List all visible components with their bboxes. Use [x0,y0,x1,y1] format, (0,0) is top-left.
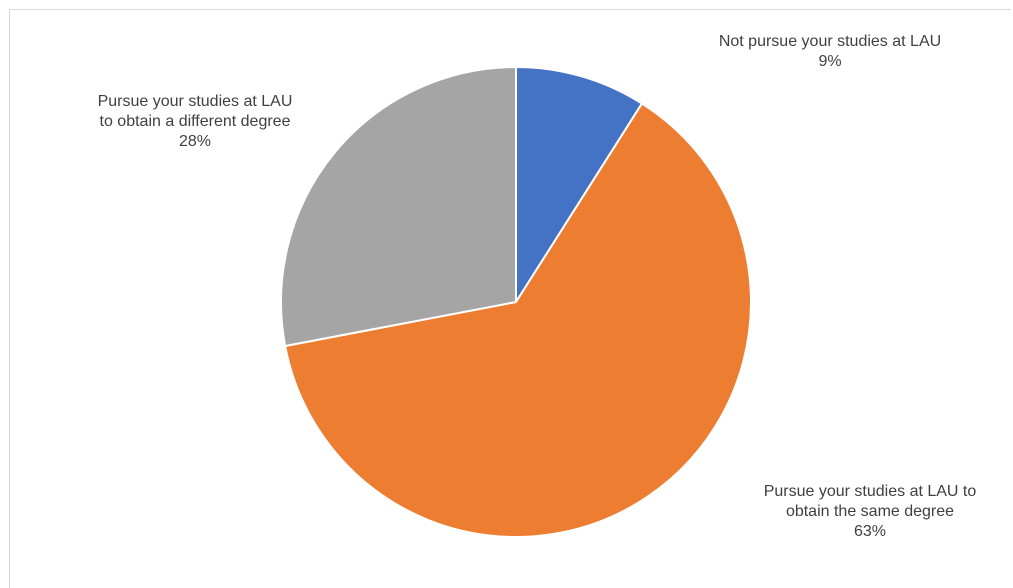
slice-label-not-pursue: Not pursue your studies at LAU 9% [700,32,960,72]
slice-label-same-degree: Pursue your studies at LAU to obtain the… [740,482,1000,542]
slice-label-different-degree: Pursue your studies at LAU to obtain a d… [60,92,330,152]
pie-slice-different-degree [280,66,517,348]
slice-label-line: Not pursue your studies at LAU [718,33,942,50]
pie-slice-same-degree [284,102,752,538]
slice-value-label: 28% [178,133,212,150]
slice-label-line: to obtain a different degree [99,113,291,130]
slice-label-line: Pursue your studies at LAU to [763,483,977,500]
slice-value-label: 9% [818,53,842,70]
slice-label-line: obtain the same degree [785,503,955,520]
pie-slice-not-pursue [515,66,643,303]
pie-slices [280,66,752,538]
slice-label-line: Pursue your studies at LAU [97,93,293,110]
slice-value-label: 63% [853,523,887,540]
